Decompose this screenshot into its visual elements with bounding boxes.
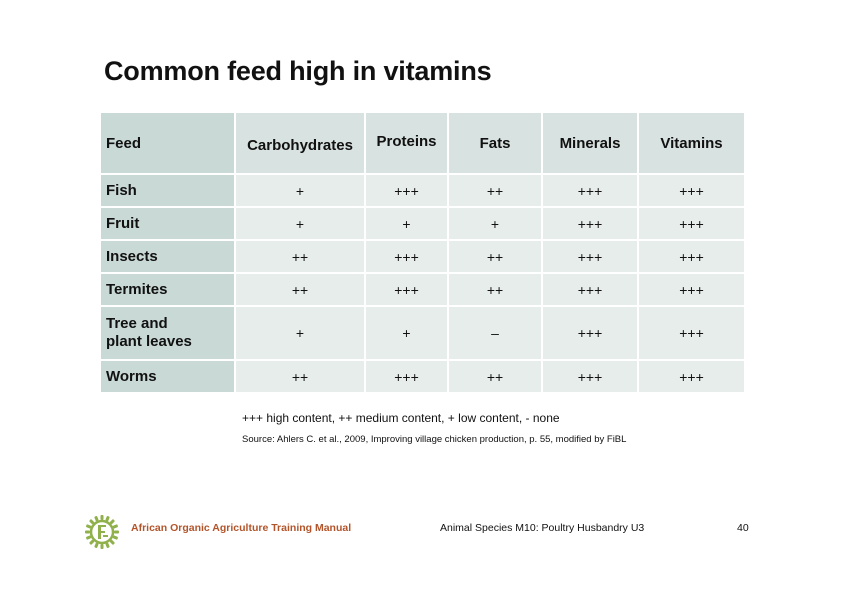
proteins-value: + bbox=[364, 305, 449, 361]
carbohydrates-value: ++ bbox=[234, 359, 366, 394]
vitamins-value: +++ bbox=[637, 272, 746, 307]
minerals-value: +++ bbox=[541, 305, 639, 361]
slide-title: Common feed high in vitamins bbox=[104, 56, 492, 86]
feed-name: Tree and plant leaves bbox=[99, 305, 236, 361]
table-row: Insects ++ +++ ++ +++ +++ bbox=[99, 239, 746, 274]
feed-name: Worms bbox=[99, 359, 236, 394]
table-row: Worms ++ +++ ++ +++ +++ bbox=[99, 359, 746, 394]
proteins-value: + bbox=[364, 206, 449, 241]
header-feed: Feed bbox=[99, 111, 236, 175]
header-vitamins: Vitamins bbox=[637, 111, 746, 175]
vitamins-value: +++ bbox=[637, 206, 746, 241]
proteins-value: +++ bbox=[364, 359, 449, 394]
vitamins-value: +++ bbox=[637, 239, 746, 274]
proteins-value: +++ bbox=[364, 272, 449, 307]
vitamins-value: +++ bbox=[637, 359, 746, 394]
table-row: Fish + +++ ++ +++ +++ bbox=[99, 173, 746, 208]
header-proteins: Proteins bbox=[364, 111, 449, 175]
carbohydrates-value: ++ bbox=[234, 239, 366, 274]
feed-name: Termites bbox=[99, 272, 236, 307]
table-row: Fruit + + + +++ +++ bbox=[99, 206, 746, 241]
minerals-value: +++ bbox=[541, 206, 639, 241]
page-number: 40 bbox=[737, 522, 749, 534]
table-row: Tree and plant leaves + + – +++ +++ bbox=[99, 305, 746, 361]
fats-value: ++ bbox=[447, 272, 543, 307]
minerals-value: +++ bbox=[541, 173, 639, 208]
header-minerals: Minerals bbox=[541, 111, 639, 175]
carbohydrates-value: ++ bbox=[234, 272, 366, 307]
feed-name-line2: plant leaves bbox=[106, 333, 192, 350]
carbohydrates-value: + bbox=[234, 206, 366, 241]
footer-manual-title: African Organic Agriculture Training Man… bbox=[131, 522, 352, 534]
feed-name: Fruit bbox=[99, 206, 236, 241]
fats-value: – bbox=[447, 305, 543, 361]
fats-value: ++ bbox=[447, 173, 543, 208]
feed-table: Feed Carbohydrates Proteins Fats Mineral… bbox=[99, 111, 746, 394]
minerals-value: +++ bbox=[541, 359, 639, 394]
vitamins-value: +++ bbox=[637, 173, 746, 208]
feed-name-line1: Tree and bbox=[106, 315, 168, 332]
vitamins-value: +++ bbox=[637, 305, 746, 361]
carbohydrates-value: + bbox=[234, 173, 366, 208]
header-carbohydrates: Carbohydrates bbox=[234, 111, 366, 175]
fats-value: ++ bbox=[447, 239, 543, 274]
fats-value: ++ bbox=[447, 359, 543, 394]
header-fats: Fats bbox=[447, 111, 543, 175]
table-row: Termites ++ +++ ++ +++ +++ bbox=[99, 272, 746, 307]
feed-name: Fish bbox=[99, 173, 236, 208]
proteins-value: +++ bbox=[364, 173, 449, 208]
table-legend: +++ high content, ++ medium content, + l… bbox=[242, 411, 560, 425]
carbohydrates-value: + bbox=[234, 305, 366, 361]
feed-name: Insects bbox=[99, 239, 236, 274]
minerals-value: +++ bbox=[541, 272, 639, 307]
minerals-value: +++ bbox=[541, 239, 639, 274]
footer-module-title: Animal Species M10: Poultry Husbandry U3 bbox=[440, 522, 645, 534]
proteins-value: +++ bbox=[364, 239, 449, 274]
table-header-row: Feed Carbohydrates Proteins Fats Mineral… bbox=[99, 111, 746, 175]
source-citation: Source: Ahlers C. et al., 2009, Improvin… bbox=[242, 434, 627, 445]
fats-value: + bbox=[447, 206, 543, 241]
aoatm-sun-logo-icon bbox=[84, 514, 120, 550]
